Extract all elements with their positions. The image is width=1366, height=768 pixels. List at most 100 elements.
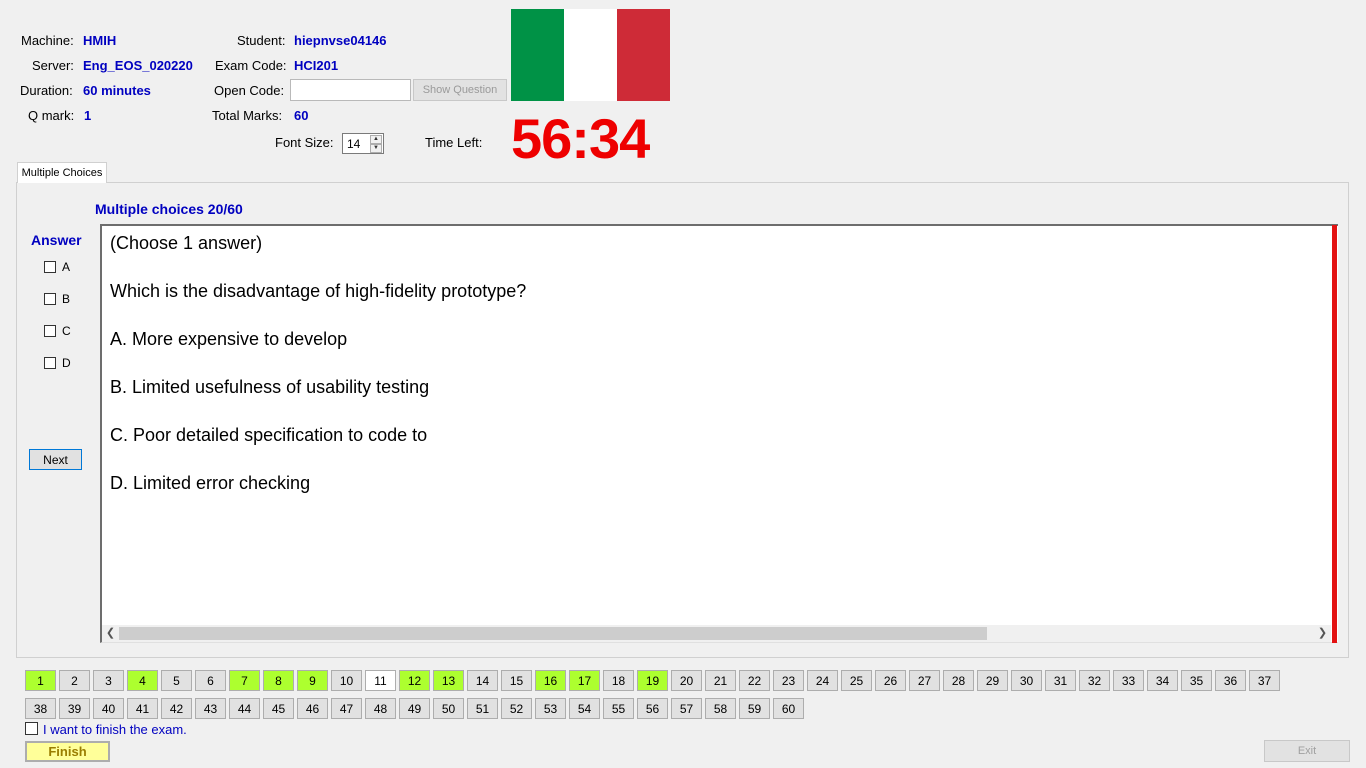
choice-c-checkbox[interactable]	[44, 325, 56, 337]
question-number-button[interactable]: 32	[1079, 670, 1110, 691]
question-number-button[interactable]: 22	[739, 670, 770, 691]
question-number-button[interactable]: 57	[671, 698, 702, 719]
question-number-button[interactable]: 23	[773, 670, 804, 691]
finish-confirm-checkbox[interactable]	[25, 722, 38, 735]
question-header: Multiple choices 20/60	[95, 201, 243, 217]
option-d-text: D. Limited error checking	[110, 473, 311, 493]
question-number-button[interactable]: 51	[467, 698, 498, 719]
question-number-button[interactable]: 19	[637, 670, 668, 691]
machine-value: HMIH	[83, 33, 117, 48]
question-number-button[interactable]: 18	[603, 670, 634, 691]
question-number-button[interactable]: 7	[229, 670, 260, 691]
question-number-button[interactable]: 31	[1045, 670, 1076, 691]
question-number-button[interactable]: 11	[365, 670, 396, 691]
spin-up-icon[interactable]: ▲	[370, 135, 382, 144]
question-number-button[interactable]: 47	[331, 698, 362, 719]
question-number-button[interactable]: 10	[331, 670, 362, 691]
question-number-button[interactable]: 45	[263, 698, 294, 719]
duration-value: 60 minutes	[83, 83, 151, 98]
question-number-button[interactable]: 52	[501, 698, 532, 719]
choice-c-label: C	[62, 324, 71, 338]
question-number-button[interactable]: 17	[569, 670, 600, 691]
question-number-button[interactable]: 12	[399, 670, 430, 691]
exam-code-label: Exam Code:	[215, 58, 287, 73]
question-number-button[interactable]: 43	[195, 698, 226, 719]
question-number-button[interactable]: 54	[569, 698, 600, 719]
question-number-button[interactable]: 28	[943, 670, 974, 691]
question-number-button[interactable]: 1	[25, 670, 56, 691]
server-label: Server:	[32, 58, 74, 73]
question-number-button[interactable]: 6	[195, 670, 226, 691]
question-number-button[interactable]: 2	[59, 670, 90, 691]
question-number-button[interactable]: 46	[297, 698, 328, 719]
flag-stripe-red	[617, 9, 670, 101]
countdown-timer: 56:34	[511, 107, 650, 170]
scroll-right-icon[interactable]: ❯	[1317, 627, 1328, 639]
question-number-button[interactable]: 29	[977, 670, 1008, 691]
total-marks-value: 60	[294, 108, 309, 123]
question-number-button[interactable]: 33	[1113, 670, 1144, 691]
question-number-button[interactable]: 44	[229, 698, 260, 719]
font-size-label: Font Size:	[275, 135, 334, 150]
question-number-button[interactable]: 40	[93, 698, 124, 719]
finish-button[interactable]: Finish	[25, 741, 110, 762]
question-number-button[interactable]: 58	[705, 698, 736, 719]
choice-d-label: D	[62, 356, 71, 370]
question-number-button[interactable]: 56	[637, 698, 668, 719]
choice-a-checkbox[interactable]	[44, 261, 56, 273]
question-number-button[interactable]: 8	[263, 670, 294, 691]
question-number-button[interactable]: 5	[161, 670, 192, 691]
tab-multiple-choices[interactable]: Multiple Choices	[17, 162, 107, 183]
question-number-button[interactable]: 53	[535, 698, 566, 719]
choice-b-checkbox[interactable]	[44, 293, 56, 305]
question-number-button[interactable]: 35	[1181, 670, 1212, 691]
question-number-button[interactable]: 15	[501, 670, 532, 691]
question-number-button[interactable]: 13	[433, 670, 464, 691]
question-number-button[interactable]: 38	[25, 698, 56, 719]
question-number-button[interactable]: 27	[909, 670, 940, 691]
question-number-button[interactable]: 21	[705, 670, 736, 691]
open-code-input[interactable]	[290, 79, 411, 101]
font-size-spinner[interactable]: 14 ▲ ▼	[342, 133, 384, 154]
italian-flag-icon	[511, 9, 670, 101]
question-number-button[interactable]: 50	[433, 698, 464, 719]
question-number-button[interactable]: 14	[467, 670, 498, 691]
choice-d-checkbox[interactable]	[44, 357, 56, 369]
question-number-button[interactable]: 16	[535, 670, 566, 691]
scrollbar-thumb[interactable]	[119, 627, 987, 640]
question-number-button[interactable]: 60	[773, 698, 804, 719]
question-number-button[interactable]: 20	[671, 670, 702, 691]
question-number-button[interactable]: 4	[127, 670, 158, 691]
finish-confirm-label: I want to finish the exam.	[43, 722, 187, 737]
question-number-button[interactable]: 26	[875, 670, 906, 691]
flag-stripe-white	[564, 9, 617, 101]
question-number-button[interactable]: 39	[59, 698, 90, 719]
spin-down-icon[interactable]: ▼	[370, 144, 382, 153]
question-number-button[interactable]: 25	[841, 670, 872, 691]
next-button[interactable]: Next	[29, 449, 82, 470]
question-number-button[interactable]: 24	[807, 670, 838, 691]
exit-button[interactable]: Exit	[1264, 740, 1350, 762]
question-number-button[interactable]: 49	[399, 698, 430, 719]
question-number-button[interactable]: 48	[365, 698, 396, 719]
question-number-button[interactable]: 37	[1249, 670, 1280, 691]
time-left-label: Time Left:	[425, 135, 483, 150]
question-number-button[interactable]: 59	[739, 698, 770, 719]
question-number-button[interactable]: 3	[93, 670, 124, 691]
question-number-button[interactable]: 41	[127, 698, 158, 719]
question-number-button[interactable]: 36	[1215, 670, 1246, 691]
option-a-text: A. More expensive to develop	[110, 329, 348, 349]
horizontal-scrollbar[interactable]: ❮ ❯	[102, 625, 1331, 642]
choice-b-label: B	[62, 292, 71, 306]
question-number-button[interactable]: 55	[603, 698, 634, 719]
option-b-text: B. Limited usefulness of usability testi…	[110, 377, 430, 397]
show-question-button[interactable]: Show Question	[413, 79, 507, 101]
question-number-button[interactable]: 42	[161, 698, 192, 719]
question-number-button[interactable]: 34	[1147, 670, 1178, 691]
open-code-label: Open Code:	[214, 83, 285, 98]
flag-stripe-green	[511, 9, 564, 101]
qmark-value: 1	[84, 108, 92, 123]
question-number-button[interactable]: 9	[297, 670, 328, 691]
scroll-left-icon[interactable]: ❮	[105, 627, 116, 639]
question-number-button[interactable]: 30	[1011, 670, 1042, 691]
